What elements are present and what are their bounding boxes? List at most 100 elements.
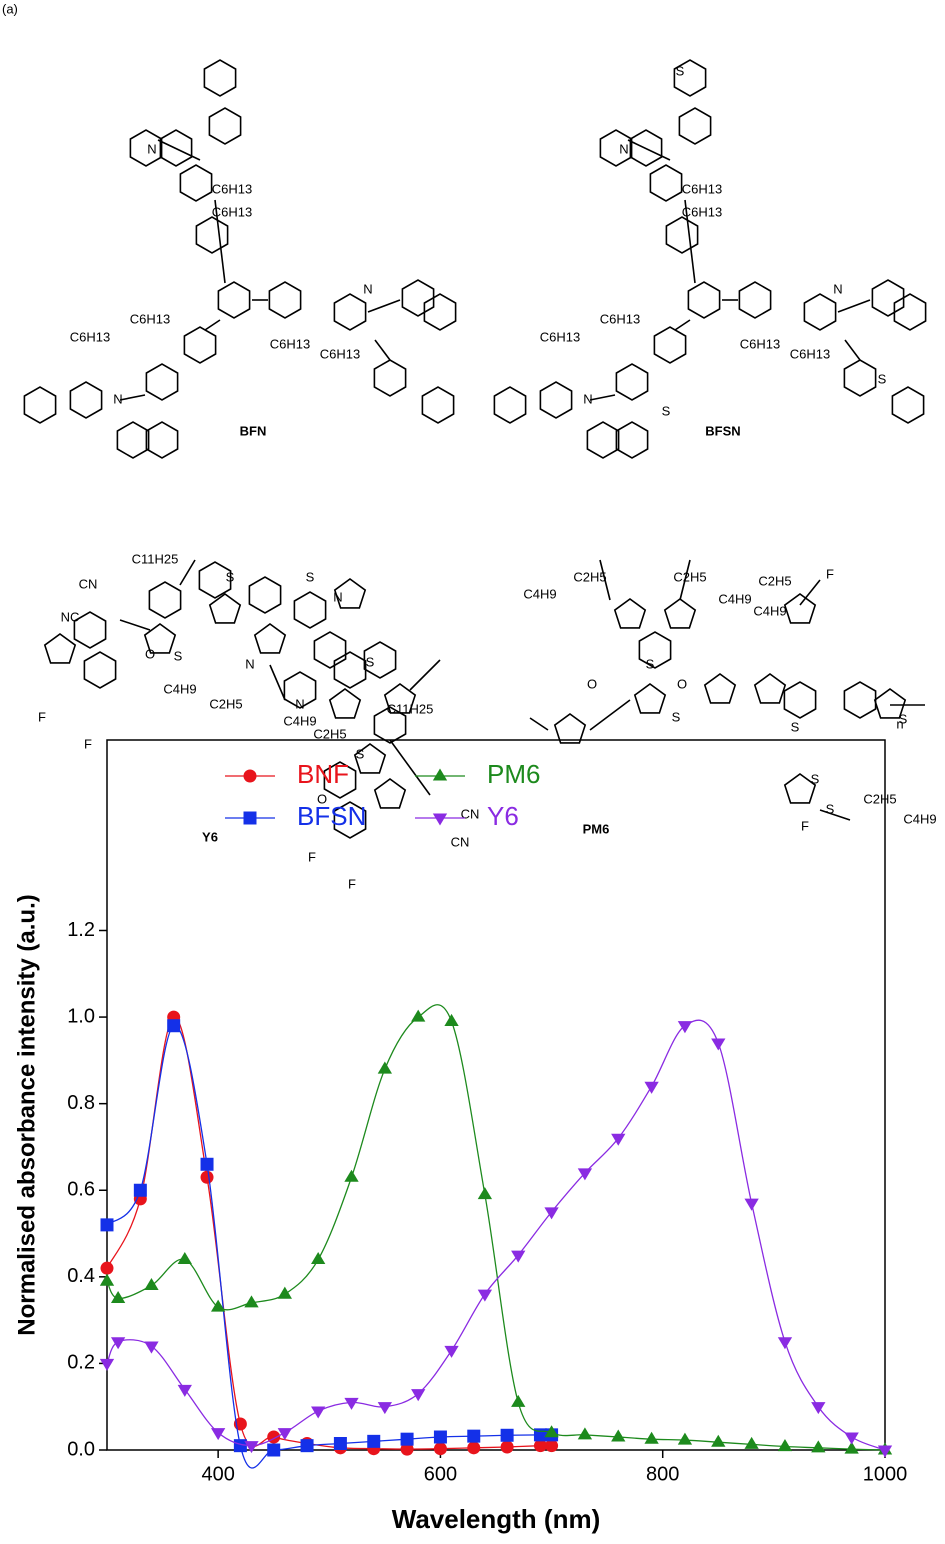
marker — [110, 1291, 126, 1304]
ring — [293, 591, 327, 629]
ring — [129, 129, 163, 167]
marker — [677, 1021, 693, 1034]
atom-label: C4H9 — [283, 713, 316, 728]
marker — [544, 1207, 559, 1220]
atom-label: S — [226, 569, 235, 584]
ring — [891, 386, 925, 424]
atom-label: N — [333, 589, 342, 604]
atom-label: C6H13 — [540, 329, 580, 344]
atom-label: S — [646, 656, 655, 671]
y-tick-label: 0.8 — [67, 1092, 95, 1114]
ring — [421, 386, 455, 424]
atom-label: C4H9 — [753, 603, 786, 618]
compound-name: PM6 — [583, 821, 610, 836]
bond — [799, 579, 821, 606]
atom-label: S — [672, 709, 681, 724]
y-axis-title: Normalised absorbance intensity (a.u.) — [13, 894, 40, 1335]
ring — [649, 164, 683, 202]
x-tick-label: 600 — [424, 1463, 457, 1485]
marker — [333, 1437, 347, 1451]
marker — [400, 1432, 414, 1446]
x-axis-title: Wavelength (nm) — [392, 1504, 600, 1534]
marker — [500, 1428, 514, 1442]
y-tick-label: 1.0 — [67, 1005, 95, 1027]
ring — [143, 623, 177, 654]
marker — [110, 1337, 126, 1350]
atom-label: N — [147, 141, 156, 156]
atom-label: CN — [451, 834, 470, 849]
bond — [589, 699, 631, 731]
atom-label: C4H9 — [163, 681, 196, 696]
marker — [144, 1278, 159, 1291]
atom-label: CN — [461, 806, 480, 821]
marker — [133, 1183, 147, 1197]
atom-label: C6H13 — [790, 346, 830, 361]
marker — [544, 1425, 559, 1438]
atom-label: F — [84, 736, 92, 751]
bond — [844, 339, 861, 361]
atom-label: F — [38, 709, 46, 724]
bond — [374, 339, 391, 361]
marker — [167, 1019, 181, 1033]
marker — [477, 1289, 493, 1302]
panel-label: (a) — [2, 1, 18, 16]
atom-label: S — [306, 569, 315, 584]
ring — [843, 681, 877, 719]
marker — [311, 1252, 326, 1265]
atom-label: C4H9 — [523, 586, 556, 601]
ring — [333, 293, 367, 331]
marker — [244, 1441, 259, 1454]
marker — [400, 1442, 414, 1456]
bond — [599, 559, 611, 601]
bond — [119, 619, 151, 631]
ring — [753, 673, 787, 704]
ring — [678, 107, 712, 145]
atom-label: C6H13 — [130, 311, 170, 326]
marker — [467, 1441, 481, 1455]
bond — [119, 394, 146, 401]
atom-label: S — [366, 654, 375, 669]
marker — [99, 1273, 115, 1286]
marker — [210, 1428, 226, 1441]
marker — [611, 1429, 626, 1442]
ring — [633, 683, 667, 714]
ring — [353, 743, 387, 774]
marker — [411, 1389, 426, 1402]
ring — [333, 801, 367, 839]
ring — [23, 386, 57, 424]
ring — [373, 778, 407, 809]
atom-label: S — [356, 746, 365, 761]
marker — [277, 1428, 292, 1441]
legend-marker — [432, 813, 448, 826]
structures — [23, 59, 927, 839]
atom-label: C6H13 — [682, 204, 722, 219]
marker — [444, 1013, 459, 1026]
y-tick-label: 0.4 — [67, 1265, 95, 1287]
ring — [687, 281, 721, 319]
ring — [653, 326, 687, 364]
compound-name: Y6 — [202, 829, 218, 844]
series-line — [106, 1004, 886, 1451]
atom-label: C11H25 — [387, 701, 434, 716]
y-tick-label: 0.0 — [67, 1438, 95, 1460]
ring — [283, 671, 317, 709]
marker — [444, 1345, 459, 1358]
ring — [145, 421, 179, 459]
bond — [837, 299, 871, 313]
bond — [627, 139, 671, 161]
bond — [204, 319, 221, 331]
marker — [711, 1038, 726, 1051]
bond — [679, 559, 691, 601]
marker — [611, 1133, 626, 1146]
ring — [217, 281, 251, 319]
bond — [589, 394, 616, 401]
bond — [214, 199, 226, 284]
legend-marker — [432, 768, 448, 781]
atom-label: C2H5 — [758, 573, 791, 588]
ring — [363, 641, 397, 679]
marker — [267, 1443, 281, 1457]
ring — [613, 598, 647, 629]
ring — [493, 386, 527, 424]
atom-label: C6H13 — [682, 181, 722, 196]
